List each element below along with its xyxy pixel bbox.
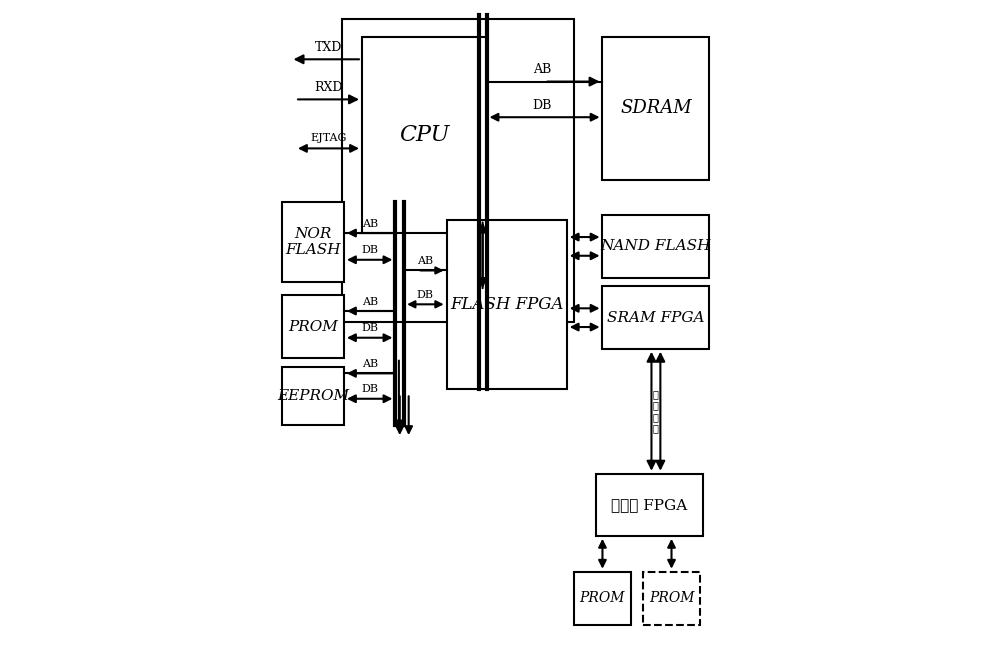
Text: EEPROM: EEPROM (277, 389, 349, 403)
Text: DB: DB (361, 323, 378, 333)
Text: 配
置
数
据: 配 置 数 据 (653, 389, 659, 433)
Text: FLASH FPGA: FLASH FPGA (450, 296, 563, 313)
Text: AB: AB (362, 359, 378, 369)
Text: TXD: TXD (315, 40, 342, 54)
Text: AB: AB (362, 297, 378, 307)
FancyBboxPatch shape (282, 295, 344, 358)
Text: AB: AB (533, 63, 551, 76)
FancyBboxPatch shape (362, 37, 487, 233)
Text: RXD: RXD (314, 81, 343, 93)
Text: SRAM FPGA: SRAM FPGA (607, 311, 705, 325)
FancyBboxPatch shape (574, 572, 631, 625)
Text: AB: AB (362, 219, 378, 229)
Text: PROM: PROM (580, 591, 625, 605)
FancyBboxPatch shape (602, 37, 709, 180)
Text: 反熔丝 FPGA: 反熔丝 FPGA (611, 498, 687, 512)
FancyBboxPatch shape (596, 474, 703, 536)
Text: SDRAM: SDRAM (620, 99, 692, 117)
FancyBboxPatch shape (342, 19, 574, 322)
FancyBboxPatch shape (282, 366, 344, 425)
Text: CPU: CPU (399, 124, 449, 146)
Text: NAND FLASH: NAND FLASH (601, 240, 711, 254)
Text: AB: AB (417, 256, 433, 266)
Text: PROM: PROM (649, 591, 694, 605)
Text: PROM: PROM (288, 319, 338, 333)
Text: DB: DB (417, 290, 434, 300)
Text: DB: DB (361, 246, 378, 255)
FancyBboxPatch shape (643, 572, 700, 625)
Text: EJTAG: EJTAG (310, 133, 347, 143)
FancyBboxPatch shape (602, 287, 709, 349)
FancyBboxPatch shape (602, 215, 709, 278)
Text: NOR
FLASH: NOR FLASH (285, 227, 341, 257)
Text: DB: DB (361, 384, 378, 395)
FancyBboxPatch shape (282, 202, 344, 282)
Text: DB: DB (533, 99, 552, 112)
FancyBboxPatch shape (447, 219, 567, 389)
